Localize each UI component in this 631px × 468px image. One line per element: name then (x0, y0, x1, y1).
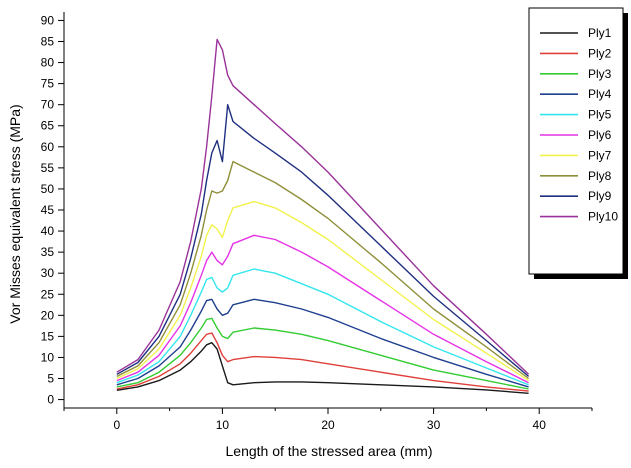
y-tick-label: 20 (41, 308, 55, 322)
axes (63, 12, 592, 409)
y-tick-label: 10 (41, 350, 55, 364)
y-tick-label: 0 (47, 393, 54, 407)
series-line-ply5 (116, 268, 529, 386)
y-tick-label: 80 (41, 56, 55, 70)
series-line-ply1 (116, 342, 529, 394)
y-tick-label: 70 (41, 98, 55, 112)
series-line-ply4 (116, 298, 529, 388)
series-line-ply10 (116, 38, 530, 375)
legend-label-ply7: Ply7 (588, 148, 612, 162)
legend-label-ply6: Ply6 (588, 128, 612, 142)
y-tick-label: 15 (41, 329, 55, 343)
y-tick-label: 30 (41, 266, 55, 280)
legend: Ply1 Ply2 Ply3 Ply4 Ply5 Ply6 Ply7 Ply8 Ply9 Ply1… (528, 7, 628, 279)
legend-label-ply5: Ply5 (588, 108, 612, 122)
y-tick-label: 60 (41, 140, 55, 154)
series-lines (116, 38, 530, 394)
series-line-ply9 (116, 104, 530, 377)
series-line-ply7 (116, 200, 529, 382)
y-tick-label: 75 (41, 77, 55, 91)
series-line-ply3 (116, 317, 529, 390)
legend-box (528, 7, 624, 275)
y-tick-label: 55 (41, 161, 55, 175)
x-axis-title: Length of the stressed area (mm) (226, 443, 433, 459)
y-tick-label: 25 (41, 287, 55, 301)
legend-label-ply9: Ply9 (588, 189, 612, 203)
y-tick-label: 40 (41, 224, 55, 238)
legend-label-ply1: Ply1 (588, 26, 612, 40)
x-tick-label: 0 (113, 418, 120, 432)
legend-label-ply10: Ply10 (588, 210, 618, 224)
series-line-ply6 (116, 234, 529, 384)
y-tick-label: 85 (41, 34, 55, 48)
x-tick-label: 30 (427, 418, 441, 432)
x-tick-label: 10 (216, 418, 230, 432)
y-tick-label: 90 (41, 13, 55, 27)
legend-label-ply2: Ply2 (588, 46, 612, 60)
y-axis-title: Vor Misses equivalent stress (MPa) (7, 104, 23, 323)
y-tick-label: 5 (47, 372, 54, 386)
series-line-ply8 (116, 160, 530, 380)
x-tick-label: 20 (321, 418, 335, 432)
legend-label-ply3: Ply3 (588, 67, 612, 81)
legend-label-ply4: Ply4 (588, 87, 612, 101)
series-line-ply2 (116, 332, 529, 392)
tick-marks: 0 10 20 30 40 0 5 10 15 20 25 30 35 40 45 50 55 60 65 70 75 8… (41, 13, 593, 432)
y-tick-label: 65 (41, 119, 55, 133)
y-tick-label: 35 (41, 245, 55, 259)
y-tick-label: 45 (41, 203, 55, 217)
x-tick-label: 40 (533, 418, 547, 432)
legend-label-ply8: Ply8 (588, 169, 612, 183)
y-tick-label: 50 (41, 182, 55, 196)
